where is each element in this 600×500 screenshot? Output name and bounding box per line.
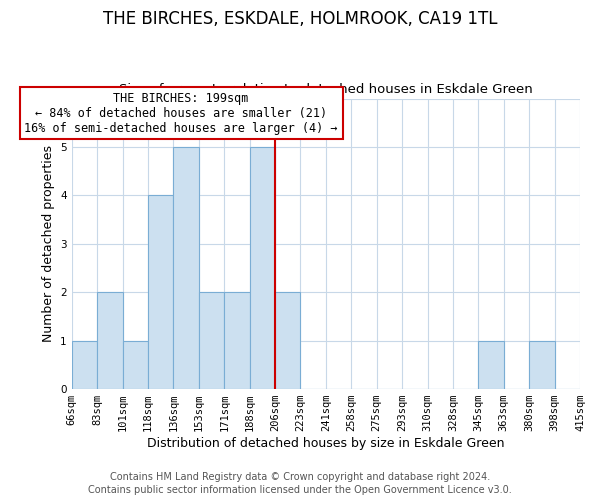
Bar <box>224 292 250 389</box>
Bar <box>122 340 148 389</box>
Bar <box>275 292 301 389</box>
Bar <box>148 196 173 389</box>
Bar <box>72 340 97 389</box>
Bar <box>199 292 224 389</box>
Bar <box>173 147 199 389</box>
X-axis label: Distribution of detached houses by size in Eskdale Green: Distribution of detached houses by size … <box>147 437 505 450</box>
Bar <box>529 340 554 389</box>
Bar <box>478 340 504 389</box>
Bar <box>250 147 275 389</box>
Text: THE BIRCHES: 199sqm
← 84% of detached houses are smaller (21)
16% of semi-detach: THE BIRCHES: 199sqm ← 84% of detached ho… <box>24 92 338 134</box>
Text: Contains HM Land Registry data © Crown copyright and database right 2024.
Contai: Contains HM Land Registry data © Crown c… <box>88 472 512 495</box>
Text: THE BIRCHES, ESKDALE, HOLMROOK, CA19 1TL: THE BIRCHES, ESKDALE, HOLMROOK, CA19 1TL <box>103 10 497 28</box>
Y-axis label: Number of detached properties: Number of detached properties <box>42 146 55 342</box>
Bar <box>97 292 122 389</box>
Title: Size of property relative to detached houses in Eskdale Green: Size of property relative to detached ho… <box>119 83 533 96</box>
